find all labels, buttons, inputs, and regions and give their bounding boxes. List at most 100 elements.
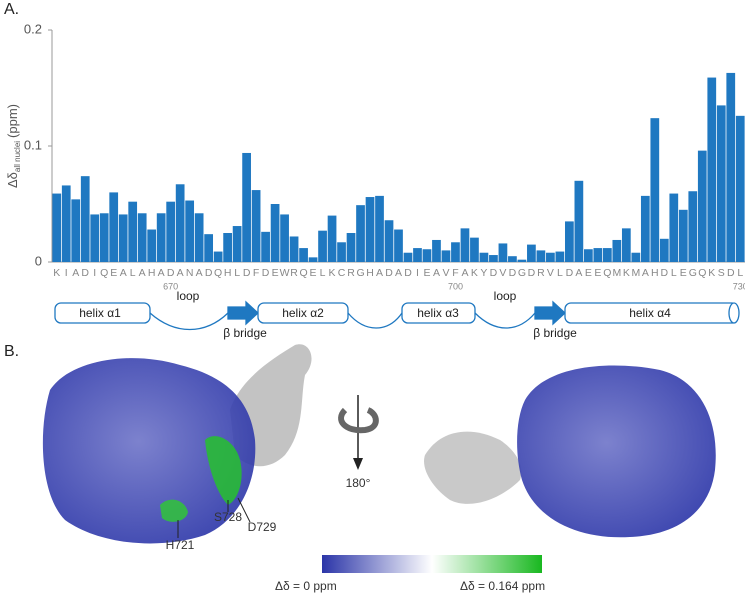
residue-letter: E bbox=[423, 267, 430, 279]
bar bbox=[489, 255, 498, 262]
residue-letter: D bbox=[167, 267, 175, 279]
loop-label: loop bbox=[494, 289, 517, 303]
residue-letter: V bbox=[499, 267, 506, 279]
bar bbox=[289, 236, 299, 262]
bar bbox=[546, 252, 555, 262]
residue-letter: A bbox=[461, 267, 468, 279]
x-tick-label: 700 bbox=[448, 281, 463, 291]
bar bbox=[99, 213, 109, 262]
bar bbox=[80, 176, 90, 262]
helix-label: helix α4 bbox=[629, 306, 671, 320]
residue-letter: N bbox=[186, 267, 194, 279]
bar bbox=[327, 215, 337, 262]
residue-letter: G bbox=[518, 267, 526, 279]
bar bbox=[517, 259, 527, 262]
bar bbox=[422, 249, 432, 262]
residue-letter: D bbox=[205, 267, 213, 279]
panel-label: B. bbox=[4, 343, 19, 360]
leader-line bbox=[237, 497, 251, 523]
panel-label: A. bbox=[4, 1, 19, 18]
residue-letter: D bbox=[243, 267, 251, 279]
bar bbox=[251, 190, 261, 262]
bar bbox=[299, 248, 308, 262]
secondary-structure bbox=[54, 300, 740, 331]
residue-letter: Y bbox=[480, 267, 487, 279]
residue-letter: E bbox=[680, 267, 687, 279]
residue-letter: D bbox=[727, 267, 735, 279]
bar bbox=[413, 248, 422, 262]
bar bbox=[498, 243, 508, 262]
residue-letter: L bbox=[234, 267, 240, 279]
residue-letter: Q bbox=[100, 267, 108, 279]
scale-label: Δδ = 0 ppm bbox=[275, 579, 337, 593]
y-tick-label: 0 bbox=[35, 253, 42, 268]
bar bbox=[678, 209, 688, 262]
residue-letter: D bbox=[262, 267, 270, 279]
residue-letter: A bbox=[177, 267, 184, 279]
residue-letter: M bbox=[612, 267, 621, 279]
residue-letter: K bbox=[53, 267, 60, 279]
bar bbox=[261, 231, 270, 262]
residue-letter: I bbox=[65, 267, 68, 279]
bar bbox=[470, 237, 479, 262]
residue-letter: Q bbox=[603, 267, 611, 279]
bar bbox=[109, 192, 119, 262]
bar bbox=[565, 221, 574, 262]
residue-letter: G bbox=[356, 267, 364, 279]
residue-letter: D bbox=[661, 267, 669, 279]
bar bbox=[659, 238, 669, 262]
bar bbox=[61, 185, 71, 262]
bar bbox=[223, 233, 232, 262]
bar bbox=[650, 118, 660, 262]
bar bbox=[365, 197, 375, 262]
residue-letter: I bbox=[416, 267, 419, 279]
residue-letter: M bbox=[631, 267, 640, 279]
residue-letter: D bbox=[528, 267, 536, 279]
bar bbox=[52, 193, 62, 262]
x-tick-label: 730 bbox=[733, 281, 745, 291]
bar bbox=[232, 226, 242, 262]
rotation-arrow bbox=[338, 395, 379, 470]
residue-label: D729 bbox=[248, 520, 277, 534]
bar bbox=[175, 184, 185, 262]
helix-label: helix α3 bbox=[417, 306, 459, 320]
residue-letter: C bbox=[338, 267, 346, 279]
residue-letter: F bbox=[452, 267, 458, 279]
bar bbox=[593, 248, 603, 262]
residue-letter: D bbox=[509, 267, 517, 279]
residue-letter: L bbox=[320, 267, 326, 279]
residue-letter: A bbox=[158, 267, 165, 279]
bar bbox=[156, 213, 166, 262]
residue-letter: R bbox=[537, 267, 545, 279]
residue-letter: W bbox=[280, 267, 290, 279]
residue-letter: K bbox=[623, 267, 630, 279]
bar bbox=[318, 230, 327, 262]
residue-letter: K bbox=[471, 267, 478, 279]
color-scale bbox=[322, 555, 542, 573]
protein-surface-left bbox=[42, 344, 312, 544]
scale-label: Δδ = 0.164 ppm bbox=[460, 579, 545, 593]
bar bbox=[118, 214, 128, 262]
residue-letter: R bbox=[347, 267, 355, 279]
residue-letter: D bbox=[404, 267, 412, 279]
bar bbox=[441, 250, 451, 262]
bar bbox=[669, 193, 679, 262]
bar bbox=[621, 228, 631, 262]
bar bbox=[716, 105, 726, 263]
residue-letter: A bbox=[139, 267, 146, 279]
residue-letter: A bbox=[376, 267, 383, 279]
bar bbox=[213, 251, 223, 262]
bar bbox=[166, 201, 176, 262]
residue-letter: E bbox=[110, 267, 117, 279]
residue-letter: A bbox=[642, 267, 649, 279]
bar bbox=[479, 252, 489, 262]
residue-letter: E bbox=[310, 267, 317, 279]
residue-letter: A bbox=[196, 267, 203, 279]
x-tick-label: 670 bbox=[163, 281, 178, 291]
protein-surface-right bbox=[424, 365, 716, 538]
residue-letter: L bbox=[557, 267, 563, 279]
bar bbox=[707, 77, 717, 262]
bar bbox=[536, 250, 546, 262]
bar bbox=[280, 214, 289, 262]
